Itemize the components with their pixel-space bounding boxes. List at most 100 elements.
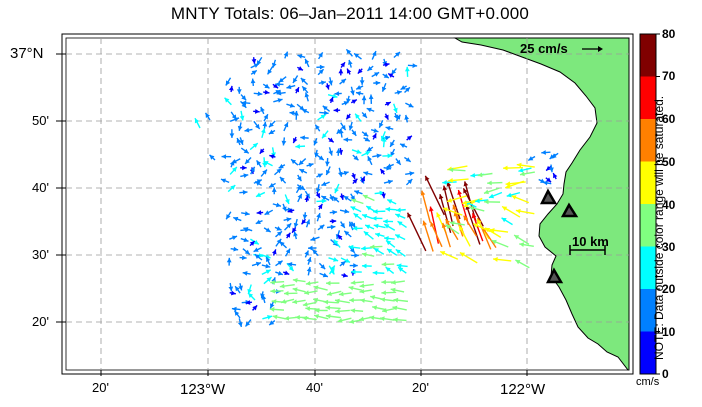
current-vector-head xyxy=(365,151,371,156)
current-vector-head xyxy=(314,152,319,158)
current-vector-head xyxy=(294,87,300,93)
current-vector-head xyxy=(350,222,356,228)
colorbar-segment xyxy=(640,76,656,119)
current-vector-head xyxy=(299,169,305,174)
current-vector-head xyxy=(373,223,379,229)
colorbar-tick-label: 20 xyxy=(662,282,676,296)
current-vector-head xyxy=(236,137,242,144)
current-vector-head xyxy=(346,49,352,55)
current-vector-head xyxy=(271,62,277,68)
current-vector-head xyxy=(334,188,339,194)
current-vector-head xyxy=(519,242,525,248)
current-vector-head xyxy=(329,195,334,201)
current-vector-head xyxy=(310,236,316,242)
current-vector-head xyxy=(463,181,469,187)
current-vector-head xyxy=(332,93,338,99)
current-vector-head xyxy=(245,158,250,164)
current-vector-head xyxy=(400,85,406,90)
current-vector-head xyxy=(348,285,354,291)
current-vector-head xyxy=(322,105,328,111)
current-vector-head xyxy=(234,310,240,316)
current-vector-head xyxy=(388,73,394,78)
current-vector-head xyxy=(304,58,310,64)
current-vector-head xyxy=(422,220,428,226)
current-vector-head xyxy=(277,98,283,103)
current-vector-head xyxy=(314,314,320,319)
current-vector-head xyxy=(297,54,303,59)
current-vector-head xyxy=(395,249,401,255)
current-vector-head xyxy=(317,204,323,210)
current-vector-head xyxy=(322,133,327,139)
current-vector-head xyxy=(325,84,330,90)
current-vector-head xyxy=(242,271,248,276)
current-vector xyxy=(421,190,431,223)
current-vector-head xyxy=(386,163,392,168)
current-vector-head xyxy=(349,297,354,303)
current-vector-head xyxy=(329,97,334,103)
current-vector-head xyxy=(295,144,301,149)
current-vector-head xyxy=(269,307,275,312)
current-vector-head xyxy=(304,250,309,256)
current-vector-head xyxy=(258,253,264,258)
current-vector-head xyxy=(279,241,285,247)
current-vector-head xyxy=(221,154,227,159)
current-vector-head xyxy=(314,308,320,313)
current-vector-head xyxy=(373,209,378,214)
current-vector-head xyxy=(251,70,257,75)
current-vector-head xyxy=(395,213,401,219)
current-vector-head xyxy=(230,185,236,190)
current-vector-head xyxy=(549,167,554,173)
current-vector-head xyxy=(275,202,281,208)
current-vector-head xyxy=(271,187,277,192)
current-vector-head xyxy=(325,305,331,311)
current-vector-head xyxy=(359,283,365,289)
colorbar-segment xyxy=(640,204,656,247)
current-vector-head xyxy=(318,69,324,75)
current-vector-head xyxy=(501,217,507,223)
current-vector-head xyxy=(253,247,259,252)
current-vector-head xyxy=(344,258,351,263)
current-vector-head xyxy=(267,315,273,320)
current-vector-head xyxy=(229,160,235,166)
current-vector-head xyxy=(278,163,284,169)
current-vector-head xyxy=(348,125,354,131)
current-vector-head xyxy=(349,247,355,253)
colorbar-segment xyxy=(640,331,656,374)
current-vector-head xyxy=(255,123,260,129)
current-vector-head xyxy=(292,287,298,293)
current-vector-head xyxy=(285,232,291,238)
current-vector-head xyxy=(283,51,289,57)
current-vector-head xyxy=(281,299,286,304)
current-vector-head xyxy=(445,224,451,230)
x-tick-label: 123°W xyxy=(180,381,226,398)
colorbar-tick-label: 50 xyxy=(662,155,676,169)
map-frame xyxy=(61,33,634,375)
current-vector xyxy=(471,213,484,242)
colorbar xyxy=(639,33,660,375)
current-vector-head xyxy=(269,154,275,159)
current-vector-head xyxy=(356,149,362,154)
current-vector-head xyxy=(262,169,267,175)
current-vector-head xyxy=(277,270,283,276)
current-vector-head xyxy=(341,125,346,131)
current-vector-head xyxy=(243,237,249,243)
current-vector-head xyxy=(243,173,249,179)
current-vector-head xyxy=(441,222,447,229)
current-vector-head xyxy=(359,288,365,294)
current-vector-head xyxy=(275,81,280,87)
current-vector-head xyxy=(393,107,398,113)
current-vector-head xyxy=(407,179,413,184)
current-vector-head xyxy=(288,266,294,271)
current-vector-head xyxy=(365,224,371,230)
current-vector xyxy=(446,181,461,220)
current-vector-head xyxy=(255,181,261,186)
current-vector-head xyxy=(271,299,277,304)
current-vector-head xyxy=(395,114,401,120)
current-vector-head xyxy=(436,212,441,218)
current-vector-head xyxy=(264,89,270,95)
current-vector-head xyxy=(502,206,508,211)
current-vector-head xyxy=(257,91,263,97)
current-vector-head xyxy=(387,248,393,254)
current-vector-head xyxy=(283,122,289,128)
current-vector-head xyxy=(243,148,249,154)
